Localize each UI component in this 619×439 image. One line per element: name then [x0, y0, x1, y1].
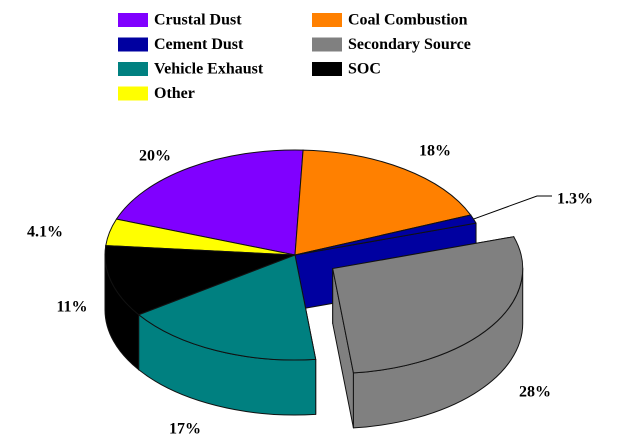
data-label: 1.3% [557, 191, 593, 208]
data-label: 4.1% [27, 224, 63, 241]
slice [138, 254, 317, 361]
legend-label: Secondary Source [348, 36, 471, 53]
legend-label: Vehicle Exhaust [154, 61, 264, 78]
legend-swatch [118, 13, 148, 27]
leader-line [473, 195, 552, 220]
legend-label: Crustal Dust [154, 12, 242, 29]
legend-label: Coal Combustion [348, 12, 468, 29]
legend-swatch [312, 13, 342, 27]
legend-label: Cement Dust [154, 36, 244, 53]
slice [332, 236, 524, 374]
data-label: 17% [169, 421, 201, 438]
data-label: 11% [56, 299, 87, 316]
slice [294, 149, 472, 256]
slice [115, 149, 304, 256]
legend-swatch [118, 62, 148, 76]
data-label: 28% [519, 384, 551, 401]
legend-label: SOC [348, 61, 381, 78]
data-label: 18% [419, 143, 451, 160]
slice [104, 245, 296, 316]
legend-swatch [118, 37, 148, 52]
slice [294, 214, 477, 256]
legend-swatch [312, 37, 342, 52]
data-label: 20% [139, 148, 171, 165]
legend-label: Other [154, 85, 195, 102]
legend-swatch [118, 86, 148, 101]
legend-swatch [312, 62, 342, 76]
